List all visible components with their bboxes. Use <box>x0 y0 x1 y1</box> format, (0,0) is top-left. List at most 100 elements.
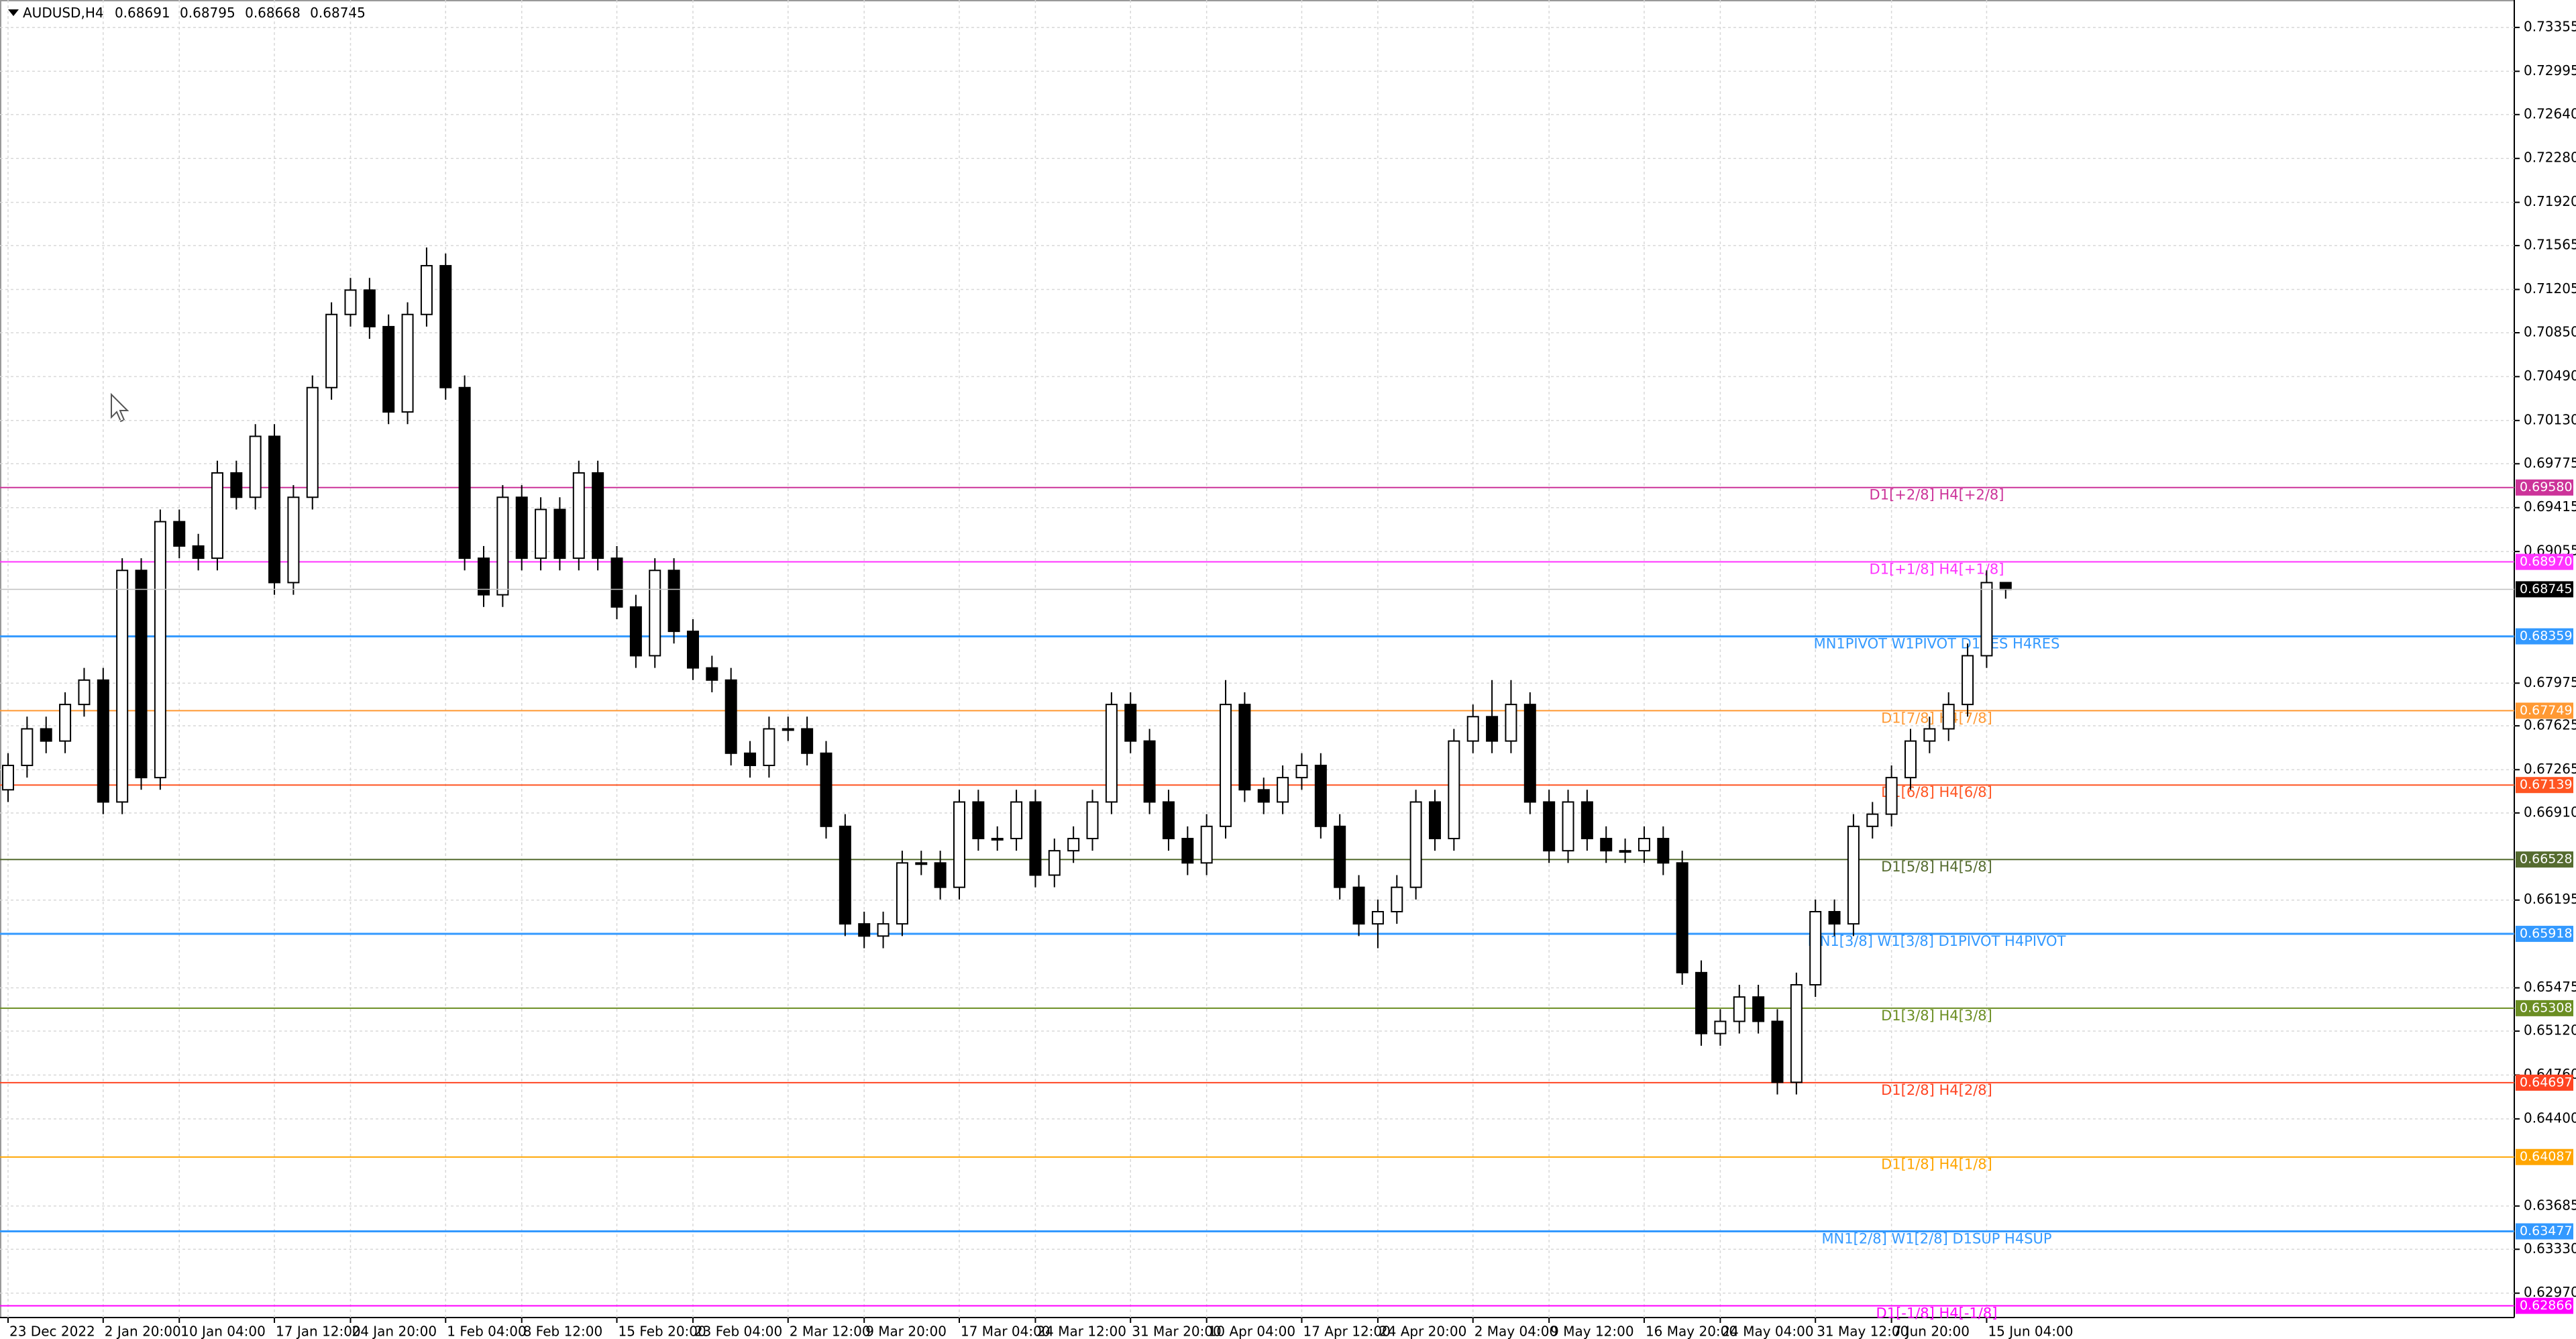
y-tick-label: 0.72280 <box>2524 150 2576 166</box>
y-tick-label: 0.63330 <box>2524 1240 2576 1256</box>
chart-header: AUDUSD,H4 0.68691 0.68795 0.68668 0.6874… <box>23 5 366 21</box>
level-price-label: 0.65308 <box>2520 1000 2573 1015</box>
symbol: AUDUSD,H4 <box>23 5 104 21</box>
candle-body <box>610 557 623 608</box>
candle-body <box>1866 813 1879 827</box>
level-label: D1[+2/8] H4[+2/8] <box>1870 487 2004 503</box>
level-label: MN1[3/8] W1[3/8] D1PIVOT H4PIVOT <box>1808 933 2066 949</box>
bid-price-box <box>2516 581 2573 598</box>
candle-body <box>1543 801 1556 852</box>
level-price-label: 0.64697 <box>2520 1075 2573 1089</box>
candle-body <box>1105 704 1118 803</box>
candle-body <box>1904 740 1917 779</box>
candle-body <box>1885 777 1898 815</box>
candle-body <box>763 728 775 766</box>
candle-body <box>1562 801 1574 852</box>
y-tick-label: 0.66195 <box>2524 891 2576 907</box>
level-label: D1[2/8] H4[2/8] <box>1881 1082 1992 1098</box>
level-price-label: 0.68359 <box>2520 629 2573 643</box>
candle-body <box>1486 716 1499 742</box>
x-tick-label: 17 Mar 04:00 <box>961 1324 1051 1339</box>
level-label: D1[1/8] H4[1/8] <box>1881 1157 1992 1173</box>
candle-body <box>686 631 699 669</box>
level-price-box <box>2516 1000 2573 1016</box>
candle-body <box>135 570 148 779</box>
candle-body <box>401 313 414 413</box>
level-price-label: 0.67139 <box>2520 778 2573 792</box>
candle-body <box>1086 801 1099 839</box>
x-tick-label: 10 Apr 04:00 <box>1208 1324 1295 1339</box>
candle-body <box>59 704 72 742</box>
candle-body <box>1295 764 1308 779</box>
y-tick-label: 0.71205 <box>2524 280 2576 297</box>
x-tick-label: 9 Mar 20:00 <box>865 1324 947 1339</box>
candle-body <box>1676 862 1688 973</box>
level-label: D1[7/8] H4[7/8] <box>1881 710 1992 726</box>
candle-body <box>1238 704 1251 791</box>
x-tick-label: 8 Feb 12:00 <box>523 1324 603 1339</box>
candle-body <box>1790 984 1803 1083</box>
candle-body <box>192 545 205 559</box>
candle-body <box>553 508 566 559</box>
candle-body <box>1371 910 1384 925</box>
candle-body <box>116 570 129 803</box>
y-tick-label: 0.70490 <box>2524 368 2576 384</box>
candle-body <box>478 557 490 596</box>
candle-body <box>268 435 281 584</box>
candle-body <box>1181 837 1194 864</box>
candle-body <box>230 472 243 498</box>
level-price-label: 0.67749 <box>2520 703 2573 718</box>
candle-body <box>629 606 642 657</box>
candle-body <box>1010 801 1023 839</box>
candle-body <box>1143 740 1156 803</box>
candle-body <box>839 825 851 925</box>
candle-body <box>1067 837 1080 852</box>
level-price-box <box>2516 479 2573 496</box>
level-price-box <box>2516 851 2573 868</box>
candle-body <box>877 923 890 937</box>
candle-body <box>744 752 757 766</box>
y-tick-label: 0.67265 <box>2524 761 2576 777</box>
header-menu-arrow[interactable] <box>8 9 19 16</box>
candle-body <box>1714 1020 1727 1034</box>
y-tick-label: 0.65120 <box>2524 1022 2576 1038</box>
candle-body <box>287 496 300 584</box>
candle-body <box>1657 837 1670 864</box>
candle-body <box>1523 704 1536 803</box>
level-price-box <box>2516 1223 2573 1240</box>
level-label: MN1[2/8] W1[2/8] D1SUP H4SUP <box>1821 1231 2051 1247</box>
candle-body <box>1334 825 1346 888</box>
candle-body <box>1277 777 1289 803</box>
candle-body <box>1352 886 1365 925</box>
candle-body <box>592 472 604 559</box>
candle-body <box>782 728 794 731</box>
candle-body <box>1124 704 1137 742</box>
x-tick-label: 31 Mar 20:00 <box>1132 1324 1222 1339</box>
candle-body <box>934 862 947 888</box>
candle-body <box>1923 728 1936 742</box>
candle-body <box>801 728 814 754</box>
candle-body <box>972 801 985 839</box>
candle-body <box>1580 801 1593 839</box>
y-tick-label: 0.66910 <box>2524 804 2576 820</box>
y-tick-label: 0.72640 <box>2524 105 2576 121</box>
y-tick-label: 0.63685 <box>2524 1197 2576 1213</box>
candle-body <box>1828 910 1841 925</box>
candle-body <box>1048 850 1061 876</box>
y-tick-label: 0.72995 <box>2524 62 2576 78</box>
candle-body <box>1809 910 1822 986</box>
candle-body <box>1314 764 1327 827</box>
candle-body <box>382 325 395 413</box>
y-tick-label: 0.70130 <box>2524 411 2576 427</box>
level-price-box <box>2516 628 2573 645</box>
candle-body <box>1638 837 1650 852</box>
x-tick-label: 24 May 04:00 <box>1721 1324 1813 1339</box>
candle-body <box>1942 704 1955 730</box>
candle-body <box>820 752 833 827</box>
x-tick-label: 15 Jun 04:00 <box>1988 1324 2073 1339</box>
quote-close: 0.68745 <box>310 5 366 21</box>
x-tick-label: 9 May 12:00 <box>1550 1324 1633 1339</box>
candle-body <box>572 472 585 559</box>
